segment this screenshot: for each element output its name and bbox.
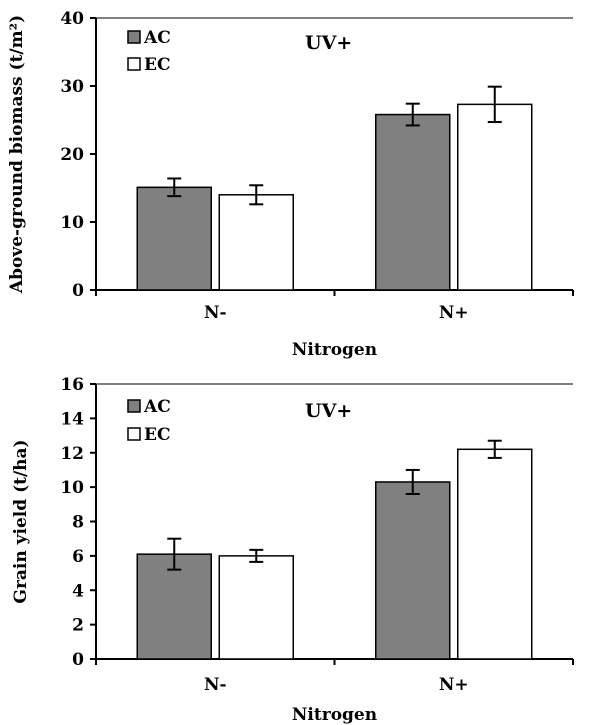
bar-ac-Nplus xyxy=(375,113,451,291)
category-label: N+ xyxy=(439,303,469,323)
y-tick-label: 14 xyxy=(60,409,84,429)
y-tick-label: 16 xyxy=(60,375,84,395)
y-tick-label: 12 xyxy=(60,444,84,464)
legend-swatch-ec xyxy=(127,57,141,71)
bar-ec-Nplus xyxy=(457,103,533,291)
legend-swatch-ac xyxy=(127,399,141,413)
legend-label-ac: AC xyxy=(143,397,171,417)
legend-label-ec: EC xyxy=(144,425,171,445)
y-tick-label: 8 xyxy=(72,513,84,533)
legend-label-ec: EC xyxy=(144,55,171,75)
y-tick-label: 20 xyxy=(60,145,84,165)
y-tick-label: 6 xyxy=(72,547,84,567)
legend-swatch-ac xyxy=(127,30,141,44)
y-axis-title: Grain yield (t/ha) xyxy=(11,439,31,603)
bar-ec-Nplus xyxy=(457,448,533,660)
bar-ac-Nminus xyxy=(136,553,212,660)
x-axis-title: Nitrogen xyxy=(292,705,377,725)
bar-ac-Nplus xyxy=(375,481,451,660)
y-axis-title: Above-ground biomass (t/m²) xyxy=(7,15,27,294)
y-tick-label: 0 xyxy=(72,650,84,670)
y-tick-label: 40 xyxy=(60,9,84,29)
legend-swatch-ec xyxy=(127,427,141,441)
bar-ec-Nminus xyxy=(218,555,294,660)
y-tick-label: 10 xyxy=(60,213,84,233)
uv-annotation: UV+ xyxy=(305,32,352,54)
legend-label-ac: AC xyxy=(143,28,171,48)
category-label: N+ xyxy=(439,675,469,695)
category-label: N- xyxy=(204,303,227,323)
y-tick-label: 4 xyxy=(72,581,84,601)
chart-panel-1: 0 10 20 30 40 N- N+ Nitrogen Above-ground biomas… xyxy=(7,9,574,360)
y-tick-label: 30 xyxy=(60,77,84,97)
y-tick-label: 10 xyxy=(60,478,84,498)
y-tick-label: 0 xyxy=(72,281,84,301)
category-label: N- xyxy=(204,675,227,695)
bar-ac-Nminus xyxy=(136,186,212,291)
x-axis-title: Nitrogen xyxy=(292,340,377,360)
chart-panel-2: 0 2 4 6 8 10 12 14 16 N- N+ Nitrogen Grain yield (t/… xyxy=(11,375,574,725)
y-tick-label: 2 xyxy=(72,616,84,636)
bar-ec-Nminus xyxy=(218,194,294,291)
uv-annotation: UV+ xyxy=(305,400,352,422)
